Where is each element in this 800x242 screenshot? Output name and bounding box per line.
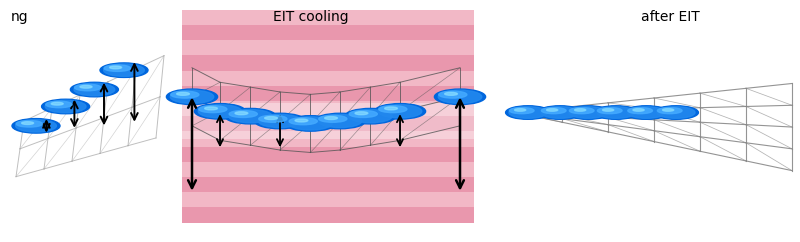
Ellipse shape xyxy=(110,66,122,69)
Ellipse shape xyxy=(378,106,407,113)
Bar xyxy=(182,162,474,177)
Ellipse shape xyxy=(198,106,227,113)
Ellipse shape xyxy=(258,114,302,128)
Ellipse shape xyxy=(104,65,130,71)
Ellipse shape xyxy=(546,109,558,111)
Bar xyxy=(182,10,474,223)
Text: EIT cooling: EIT cooling xyxy=(273,10,348,24)
Ellipse shape xyxy=(509,107,547,118)
Ellipse shape xyxy=(345,108,396,124)
Ellipse shape xyxy=(318,114,362,128)
Bar xyxy=(182,177,474,192)
Ellipse shape xyxy=(46,101,72,108)
Ellipse shape xyxy=(229,110,272,123)
Ellipse shape xyxy=(658,108,682,114)
Ellipse shape xyxy=(198,105,242,118)
Ellipse shape xyxy=(104,64,145,76)
Bar xyxy=(182,101,474,116)
Text: after EIT: after EIT xyxy=(641,10,700,24)
Ellipse shape xyxy=(602,109,614,111)
Bar xyxy=(182,40,474,55)
Ellipse shape xyxy=(74,83,115,96)
Ellipse shape xyxy=(506,106,550,119)
Ellipse shape xyxy=(12,119,60,133)
Ellipse shape xyxy=(229,111,258,117)
Ellipse shape xyxy=(170,91,199,98)
Ellipse shape xyxy=(662,109,674,111)
Ellipse shape xyxy=(598,108,622,114)
Ellipse shape xyxy=(438,91,467,98)
Ellipse shape xyxy=(100,63,148,77)
Ellipse shape xyxy=(633,109,644,111)
Ellipse shape xyxy=(205,107,218,110)
Ellipse shape xyxy=(258,115,287,122)
Ellipse shape xyxy=(177,92,190,95)
Ellipse shape xyxy=(594,106,638,119)
Ellipse shape xyxy=(170,90,214,103)
Ellipse shape xyxy=(374,104,426,119)
Ellipse shape xyxy=(225,108,276,124)
Ellipse shape xyxy=(16,121,42,127)
Ellipse shape xyxy=(624,106,669,119)
Ellipse shape xyxy=(355,112,368,115)
Ellipse shape xyxy=(628,108,653,114)
Ellipse shape xyxy=(254,113,306,129)
Ellipse shape xyxy=(627,107,666,118)
Ellipse shape xyxy=(194,104,246,119)
Ellipse shape xyxy=(566,106,610,119)
Ellipse shape xyxy=(570,108,594,114)
Ellipse shape xyxy=(285,116,336,131)
Ellipse shape xyxy=(16,120,56,132)
Ellipse shape xyxy=(22,122,34,124)
Ellipse shape xyxy=(654,106,698,119)
Text: ng: ng xyxy=(10,10,28,24)
Bar xyxy=(182,116,474,131)
Ellipse shape xyxy=(514,109,526,111)
Ellipse shape xyxy=(289,118,318,125)
Ellipse shape xyxy=(295,119,308,122)
Ellipse shape xyxy=(46,100,86,113)
Ellipse shape xyxy=(325,117,338,120)
Ellipse shape xyxy=(265,117,278,120)
Ellipse shape xyxy=(51,102,63,105)
Ellipse shape xyxy=(80,85,92,88)
Bar xyxy=(182,25,474,40)
Ellipse shape xyxy=(542,108,566,114)
Ellipse shape xyxy=(74,84,101,91)
Ellipse shape xyxy=(378,105,422,118)
Bar xyxy=(182,86,474,101)
Bar xyxy=(182,147,474,162)
Ellipse shape xyxy=(166,89,218,105)
Ellipse shape xyxy=(445,92,458,95)
Ellipse shape xyxy=(569,107,607,118)
Bar xyxy=(182,55,474,70)
Bar xyxy=(182,103,474,139)
Ellipse shape xyxy=(349,110,392,123)
Bar xyxy=(182,10,474,25)
Bar xyxy=(182,131,474,147)
Ellipse shape xyxy=(597,107,635,118)
Ellipse shape xyxy=(42,99,90,114)
Ellipse shape xyxy=(349,111,378,117)
Ellipse shape xyxy=(538,106,582,119)
Bar xyxy=(182,70,474,86)
Ellipse shape xyxy=(235,112,248,115)
Ellipse shape xyxy=(434,89,486,105)
Ellipse shape xyxy=(541,107,579,118)
Ellipse shape xyxy=(318,115,347,122)
Ellipse shape xyxy=(438,90,482,103)
Ellipse shape xyxy=(70,82,118,97)
Ellipse shape xyxy=(657,107,695,118)
Ellipse shape xyxy=(289,117,332,130)
Bar xyxy=(182,192,474,207)
Bar xyxy=(182,207,474,223)
Ellipse shape xyxy=(510,108,534,114)
Ellipse shape xyxy=(574,109,586,111)
Ellipse shape xyxy=(385,107,398,110)
Ellipse shape xyxy=(314,113,366,129)
